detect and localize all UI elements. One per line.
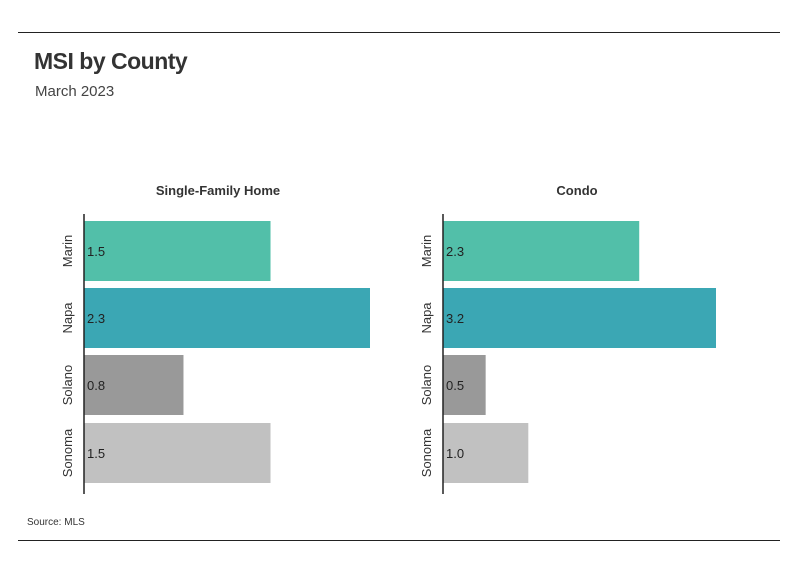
category-tick-label: Marin <box>60 235 75 268</box>
bar-value-label: 1.5 <box>87 446 105 461</box>
chart-subtitle: March 2023 <box>35 83 115 100</box>
bar <box>84 423 271 483</box>
bar <box>443 288 716 348</box>
bottom-rule <box>18 540 780 541</box>
panel-title: Single-Family Home <box>156 183 280 198</box>
bar <box>84 288 370 348</box>
bar-value-label: 2.3 <box>446 244 464 259</box>
top-rule <box>18 32 780 33</box>
category-tick-label: Sonoma <box>419 428 434 477</box>
bar-value-label: 1.5 <box>87 244 105 259</box>
panel-title: Condo <box>556 183 597 198</box>
category-tick-label: Napa <box>60 302 75 334</box>
category-tick-label: Solano <box>60 365 75 405</box>
bar <box>443 423 529 483</box>
bar <box>443 355 486 415</box>
bar-value-label: 1.0 <box>446 446 464 461</box>
bar-value-label: 2.3 <box>87 311 105 326</box>
category-tick-label: Napa <box>419 302 434 334</box>
bar-value-label: 0.8 <box>87 378 105 393</box>
bar <box>84 355 184 415</box>
category-tick-label: Solano <box>419 365 434 405</box>
source-note: Source: MLS <box>27 517 85 528</box>
category-tick-label: Sonoma <box>60 428 75 477</box>
chart-title: MSI by County <box>34 48 188 74</box>
bar <box>443 221 640 281</box>
bar-value-label: 3.2 <box>446 311 464 326</box>
bar <box>84 221 271 281</box>
category-tick-label: Marin <box>419 235 434 268</box>
bar-value-label: 0.5 <box>446 378 464 393</box>
